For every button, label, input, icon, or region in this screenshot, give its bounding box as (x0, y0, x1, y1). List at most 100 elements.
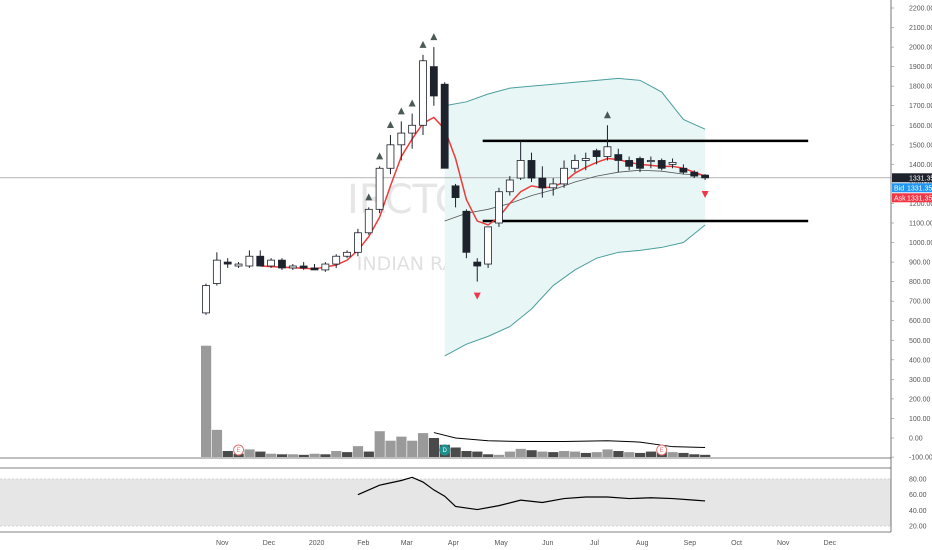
candle (267, 258, 276, 268)
candle (560, 160, 568, 188)
candle-body (278, 259, 286, 269)
candle-body (560, 167, 568, 185)
price-tick-label: 600.00 (909, 318, 931, 325)
volume-bar (287, 454, 298, 457)
price-candles (202, 47, 709, 315)
candle-body (223, 261, 232, 265)
price-tag-label: Ask (894, 195, 906, 202)
candle-body (321, 263, 330, 271)
volume-bar (418, 433, 429, 457)
candle-body (538, 177, 547, 189)
price-tick-label: 1200.00 (909, 201, 932, 208)
band-upper-line (444, 77, 706, 130)
volume-bar (211, 429, 223, 457)
up-arrow-icon (430, 33, 438, 41)
volume-bar (298, 454, 309, 457)
candle (386, 135, 395, 175)
candle (321, 262, 330, 272)
volume-bar (374, 431, 385, 457)
volume-bar (363, 451, 374, 457)
volume-bar (580, 452, 591, 457)
event-marker[interactable]: D (439, 444, 451, 456)
volume-bar (504, 451, 515, 457)
candle (278, 258, 286, 270)
candle-body (310, 267, 319, 271)
volume-bar (493, 454, 505, 457)
volume-bar (396, 436, 407, 457)
candle (657, 158, 666, 171)
candle-body (299, 265, 308, 269)
time-tick-label: Dec (263, 540, 276, 547)
volume-bar (559, 451, 570, 457)
candle-body (636, 158, 644, 169)
event-marker-label: E (660, 448, 664, 454)
price-tick-label: 1100.00 (909, 221, 932, 228)
price-tick-label: 2000.00 (909, 45, 932, 52)
volume-bar (244, 449, 255, 457)
time-tick-label: Nov (216, 540, 229, 547)
candle (451, 183, 460, 208)
price-tick-label: 1500.00 (909, 142, 932, 149)
oscillator-line (357, 476, 706, 511)
horizontal-levels[interactable] (0, 139, 891, 223)
volume-bar (700, 454, 711, 457)
candle-body (462, 210, 471, 253)
price-axis[interactable]: 2200.00 2100.00 2000.00 1900.00 1800.00 1700.… (890, 0, 932, 532)
candle (419, 54, 427, 136)
time-tick-label: Feb (357, 540, 369, 547)
candle-body (571, 160, 579, 169)
volume-bar (624, 452, 635, 457)
candle-body (397, 132, 406, 146)
candle (288, 264, 297, 270)
candle (462, 209, 471, 259)
volume-bar (461, 451, 472, 457)
event-marker[interactable]: E (656, 444, 668, 456)
price-tag-value: 1331.35 (909, 175, 932, 182)
candle-body (505, 179, 514, 193)
ask-price-tag: Ask 1331.35 (892, 193, 932, 203)
price-tag-background (892, 173, 932, 183)
time-tick-label: 2020 (309, 540, 325, 547)
price-tick-label: 1700.00 (909, 103, 932, 110)
volume-bar (678, 452, 689, 457)
candle (256, 250, 265, 267)
candle (625, 156, 634, 171)
volume-bar (602, 449, 613, 457)
volume-bar (352, 446, 364, 457)
candle (408, 113, 417, 149)
volume-bar (569, 451, 581, 457)
candle-body (657, 160, 666, 169)
candle-body (332, 255, 341, 265)
candle-body (690, 171, 699, 177)
candle (212, 252, 221, 286)
volume-bar (385, 440, 396, 457)
candle-body (614, 154, 623, 161)
band-lower-line (444, 224, 706, 357)
candle (429, 47, 438, 106)
time-tick-label: Aug (636, 540, 649, 547)
price-tick-label: 2200.00 (909, 6, 932, 13)
candle-body (440, 83, 449, 169)
price-tag-background (892, 183, 932, 193)
candle (440, 82, 449, 169)
volume-bar (645, 451, 657, 457)
signal-arrows (365, 33, 709, 300)
event-marker[interactable]: E (233, 444, 245, 456)
time-axis[interactable]: Nov Dec 2020 Feb Mar Apr May Jun Jul Aug Sep Oct Nov… (216, 540, 837, 547)
event-marker-icon (656, 444, 668, 456)
oscillator-tick-label: 60.00 (909, 492, 927, 499)
volume-bar (548, 452, 559, 457)
price-tick-label: 1600.00 (909, 123, 932, 130)
down-arrow-icon (473, 292, 481, 300)
volume-bar (266, 453, 277, 457)
candle-body (343, 251, 351, 257)
candle-body (419, 60, 427, 126)
candle-body (212, 259, 221, 284)
candle-body (701, 174, 709, 179)
volume-bar (472, 451, 483, 457)
candle (202, 283, 210, 315)
candle (516, 140, 525, 180)
price-tick-label: 900.00 (909, 260, 931, 267)
event-marker-label: E (237, 448, 241, 454)
